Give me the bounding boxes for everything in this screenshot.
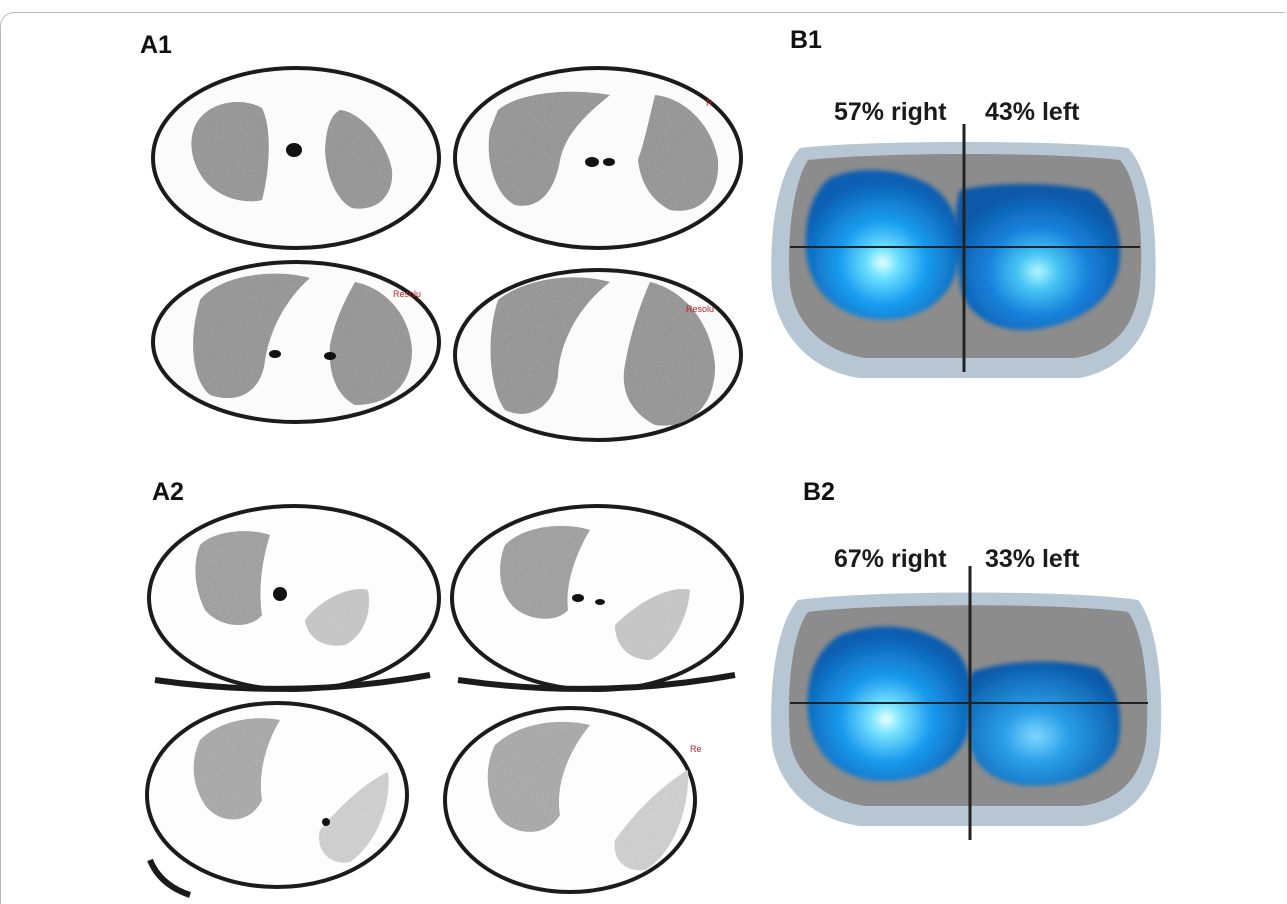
- svg-text:Resolu: Resolu: [686, 304, 714, 314]
- a2-ct-slices: Re: [145, 504, 744, 898]
- b1-ventilation-map: [771, 124, 1156, 378]
- svg-text:R: R: [706, 98, 713, 108]
- ct-slice-a2-4: Re: [443, 706, 702, 894]
- b2-left-percent: 33% left: [985, 545, 1080, 573]
- panel-label-a1: A1: [140, 31, 172, 59]
- ct-slice-a2-1: [147, 504, 441, 692]
- figure-frame: [0, 12, 1285, 904]
- ct-slice-a1-3: Resolu: [151, 260, 441, 424]
- b1-right-percent: 57% right: [834, 98, 947, 126]
- b2-right-percent: 67% right: [834, 545, 947, 573]
- ct-slice-a2-3: [145, 701, 409, 898]
- b2-ventilation-map: [771, 566, 1162, 840]
- panel-label-b1: B1: [790, 26, 822, 54]
- ct-slice-a1-1: [151, 66, 441, 250]
- svg-text:Re: Re: [690, 744, 702, 754]
- ct-slice-a2-2: [450, 504, 744, 692]
- ct-slice-a1-2: R: [453, 66, 743, 250]
- panel-label-a2: A2: [152, 478, 184, 506]
- svg-text:Resolu: Resolu: [393, 289, 421, 299]
- panel-label-b2: B2: [803, 478, 835, 506]
- b1-left-percent: 43% left: [985, 98, 1080, 126]
- ct-slice-a1-4: Resolu: [453, 268, 743, 442]
- a1-ct-slices: R Resolu Resolu: [151, 66, 743, 442]
